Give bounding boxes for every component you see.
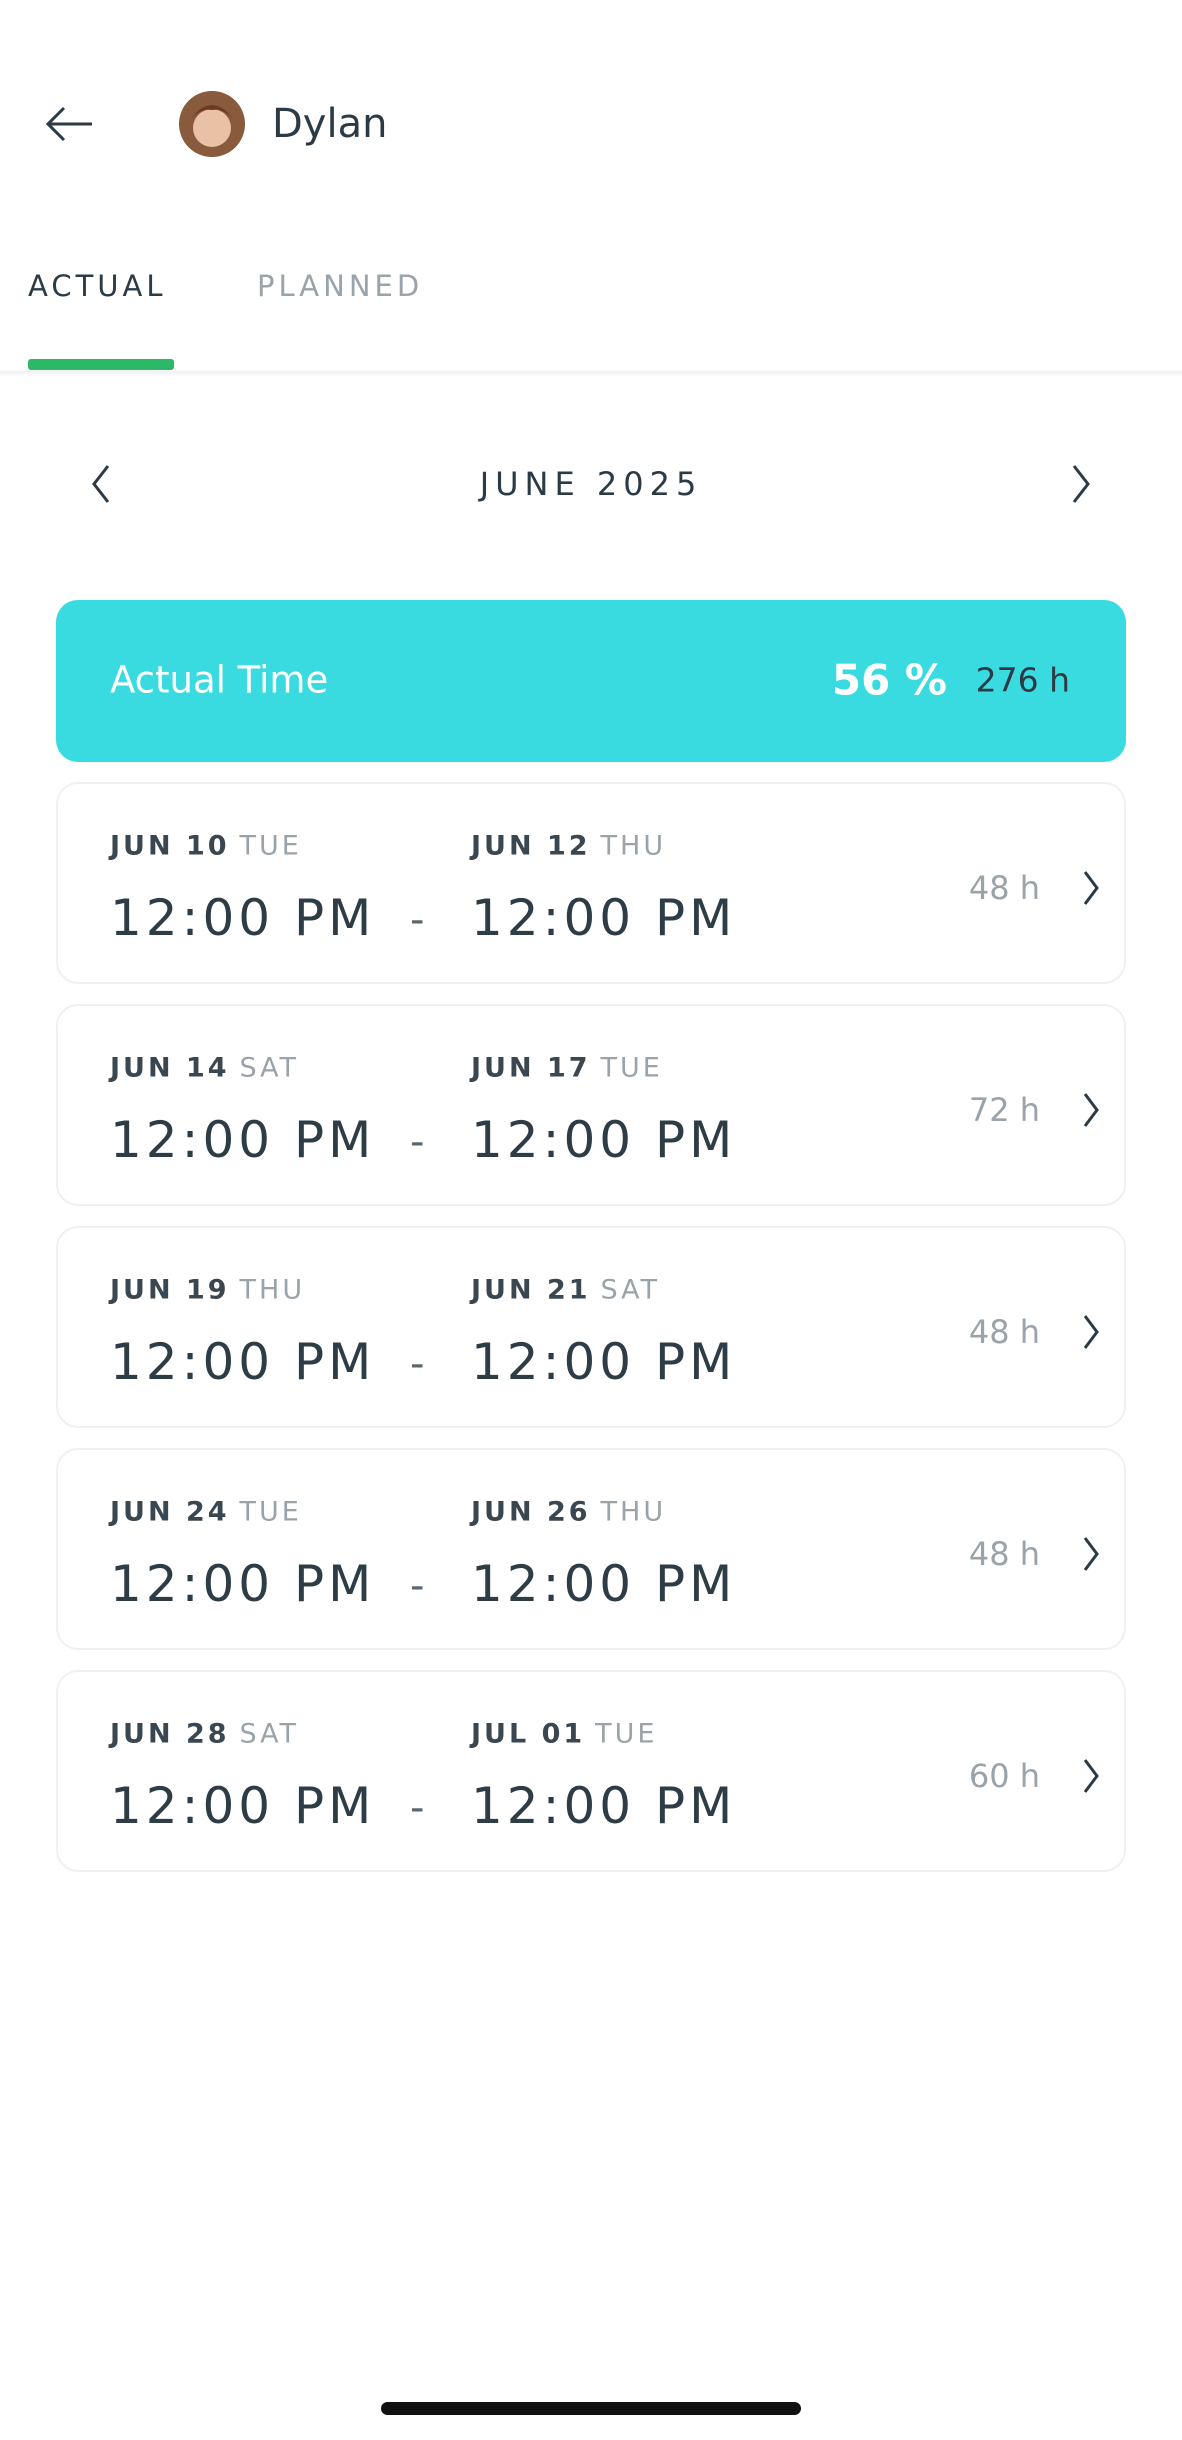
entry-card[interactable]: JUN 28 SAT JUL 01 TUE 12:00 PM -12:00 PM 60 h xyxy=(56,1670,1126,1872)
tab-indicator xyxy=(28,359,174,370)
divider xyxy=(0,371,1182,377)
start-date-text: JUN 28 xyxy=(110,1718,230,1750)
start-date-text: JUN 24 xyxy=(110,1496,230,1528)
end-date-text: JUN 17 xyxy=(471,1052,591,1084)
start-day: SAT xyxy=(239,1718,300,1750)
end-date: JUL 01 TUE xyxy=(471,1719,657,1750)
entry-card[interactable]: JUN 24 TUE JUN 26 THU 12:00 PM -12:00 PM 48 h xyxy=(56,1448,1126,1650)
start-date-text: JUN 19 xyxy=(110,1274,230,1306)
summary-label: Actual Time xyxy=(110,658,329,702)
end-date: JUN 26 THU xyxy=(471,1497,666,1528)
end-day: SAT xyxy=(600,1274,661,1306)
chevron xyxy=(1083,871,1099,905)
start-date: JUN 19 THU xyxy=(110,1275,305,1306)
separator: - xyxy=(410,897,429,943)
separator: - xyxy=(410,1341,429,1387)
end-day: TUE xyxy=(595,1718,658,1750)
duration: 48 h xyxy=(968,1313,1040,1351)
entry-card[interactable]: JUN 10 TUE JUN 12 THU 12:00 PM -12:00 PM 48 h xyxy=(56,782,1126,984)
end-time: 12:00 PM xyxy=(471,1333,737,1391)
start-day: SAT xyxy=(239,1052,300,1084)
separator: - xyxy=(410,1563,429,1609)
back-button[interactable] xyxy=(40,100,100,148)
end-date: JUN 12 THU xyxy=(471,831,666,862)
end-time: 12:00 PM xyxy=(471,1111,737,1169)
start-time: 12:00 PM xyxy=(110,889,376,947)
separator: - xyxy=(410,1785,429,1831)
chevron xyxy=(1083,1315,1099,1349)
end-day: THU xyxy=(600,1496,667,1528)
duration: 72 h xyxy=(968,1091,1040,1129)
start-time: 12:00 PM xyxy=(110,1111,376,1169)
start-date-text: JUN 14 xyxy=(110,1052,230,1084)
prev-month[interactable] xyxy=(88,462,114,506)
start-time: 12:00 PM xyxy=(110,1555,376,1613)
separator: - xyxy=(410,1119,429,1165)
next-month[interactable] xyxy=(1068,462,1094,506)
summary-hours: 276 h xyxy=(975,660,1070,700)
home-indicator xyxy=(381,2402,801,2415)
duration: 48 h xyxy=(968,1535,1040,1573)
start-date: JUN 24 TUE xyxy=(110,1497,302,1528)
chevron xyxy=(1083,1093,1099,1127)
start-time: 12:00 PM xyxy=(110,1777,376,1835)
summary-percent: 56 % xyxy=(831,655,947,705)
chevron xyxy=(1083,1759,1099,1793)
end-date-text: JUN 12 xyxy=(471,830,591,862)
tab-planned[interactable]: PLANNED xyxy=(257,269,424,303)
start-date: JUN 10 TUE xyxy=(110,831,302,862)
duration: 48 h xyxy=(968,869,1040,907)
end-date-text: JUN 26 xyxy=(471,1496,591,1528)
avatar xyxy=(179,91,245,157)
start-day: TUE xyxy=(239,1496,302,1528)
duration: 60 h xyxy=(968,1757,1040,1795)
end-day: THU xyxy=(600,830,667,862)
chevron xyxy=(1083,1537,1099,1571)
user-name: Dylan xyxy=(272,101,388,147)
entry-card[interactable]: JUN 19 THU JUN 21 SAT 12:00 PM -12:00 PM 48 h xyxy=(56,1226,1126,1428)
tab-actual[interactable]: ACTUAL xyxy=(28,269,167,303)
end-date-text: JUL 01 xyxy=(471,1718,586,1750)
end-time: 12:00 PM xyxy=(471,1777,737,1835)
end-time: 12:00 PM xyxy=(471,889,737,947)
start-time: 12:00 PM xyxy=(110,1333,376,1391)
start-date-text: JUN 10 xyxy=(110,830,230,862)
end-time: 12:00 PM xyxy=(471,1555,737,1613)
start-day: THU xyxy=(239,1274,306,1306)
end-day: TUE xyxy=(600,1052,663,1084)
end-date: JUN 21 SAT xyxy=(471,1275,660,1306)
end-date: JUN 17 TUE xyxy=(471,1053,663,1084)
summary-card: Actual Time 56 % 276 h xyxy=(56,600,1126,762)
start-date: JUN 28 SAT xyxy=(110,1719,299,1750)
month-label: JUNE 2025 xyxy=(479,465,703,503)
start-day: TUE xyxy=(239,830,302,862)
entry-card[interactable]: JUN 14 SAT JUN 17 TUE 12:00 PM -12:00 PM 72 h xyxy=(56,1004,1126,1206)
end-date-text: JUN 21 xyxy=(471,1274,591,1306)
start-date: JUN 14 SAT xyxy=(110,1053,299,1084)
